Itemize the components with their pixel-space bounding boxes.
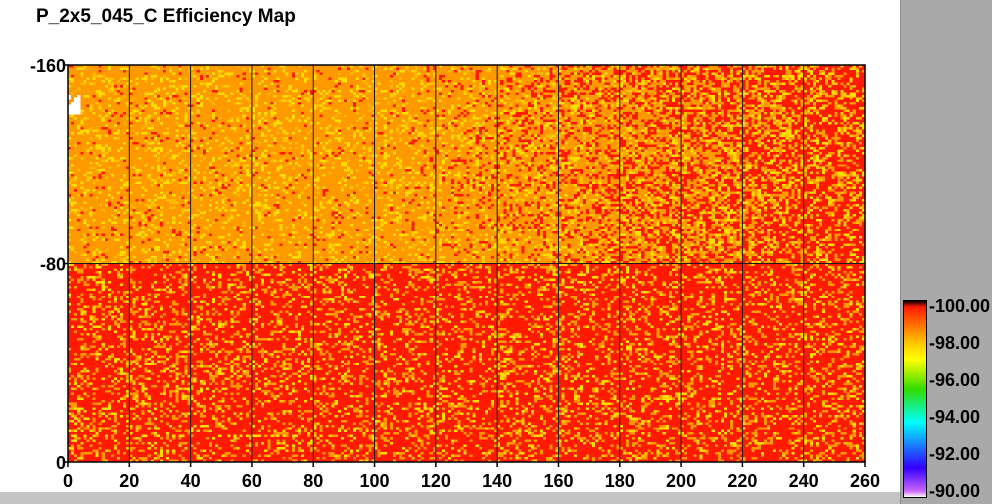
y-tick-label--160: -160 xyxy=(30,56,66,76)
colorbar-label-94: -94.00 xyxy=(929,407,981,427)
x-tick-label-40: 40 xyxy=(181,471,201,491)
colorbar-gradient xyxy=(903,300,927,498)
x-tick-label-240: 240 xyxy=(789,471,819,491)
colorbar-label-90: -90.00 xyxy=(929,481,981,501)
x-tick-label-20: 20 xyxy=(119,471,139,491)
x-tick-label-260: 260 xyxy=(850,471,880,491)
x-tick-label-140: 140 xyxy=(482,471,512,491)
x-tick-label-120: 120 xyxy=(421,471,451,491)
colorbar-label-100: -100.00 xyxy=(929,296,991,316)
colorbar-label-98: -98.00 xyxy=(929,333,981,353)
x-tick-label-200: 200 xyxy=(666,471,696,491)
colorbar-label-96: -96.00 xyxy=(929,370,981,390)
x-tick-label-100: 100 xyxy=(360,471,390,491)
y-tick-label-0: 0 xyxy=(56,453,66,473)
x-tick-label-80: 80 xyxy=(303,471,323,491)
y-tick-label--80: -80 xyxy=(40,255,66,275)
colorbar-label-92: -92.00 xyxy=(929,444,981,464)
x-tick-label-0: 0 xyxy=(63,471,73,491)
x-tick-label-60: 60 xyxy=(242,471,262,491)
x-tick-label-180: 180 xyxy=(605,471,635,491)
chart-title: P_2x5_045_C Efficiency Map xyxy=(36,6,296,27)
x-tick-label-160: 160 xyxy=(543,471,573,491)
scroll-strip xyxy=(0,492,900,504)
x-tick-label-220: 220 xyxy=(727,471,757,491)
